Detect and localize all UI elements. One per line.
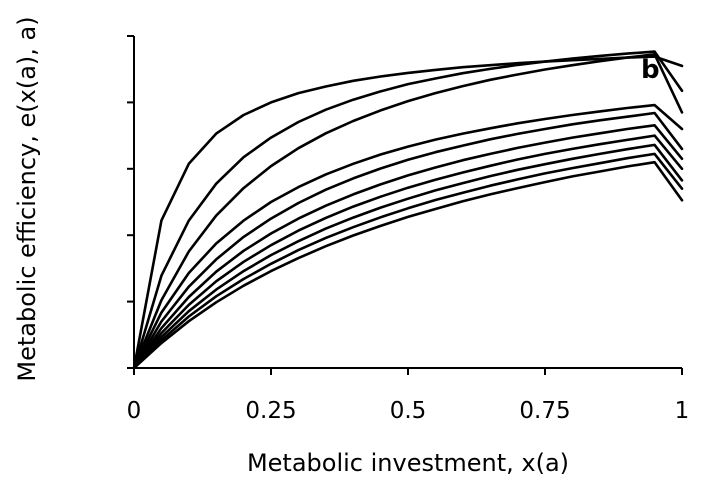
curve-2 bbox=[132, 50, 684, 370]
curve-3 bbox=[132, 53, 684, 370]
x-ticks: 0 0.25 0.5 0.75 1 bbox=[127, 368, 690, 424]
x-tick-label-1: 0.25 bbox=[245, 398, 296, 424]
y-axis-label: Metabolic efficiency, e(x(a), a) bbox=[13, 16, 41, 381]
curve-4 bbox=[132, 103, 684, 370]
curve-5 bbox=[132, 111, 684, 370]
x-tick-label-2: 0.5 bbox=[390, 398, 427, 424]
y-ticks bbox=[127, 35, 134, 369]
curves bbox=[132, 50, 684, 370]
x-axis-label: Metabolic investment, x(a) bbox=[247, 449, 569, 477]
curve-7 bbox=[132, 134, 684, 370]
x-tick-label-4: 1 bbox=[675, 398, 690, 424]
axes bbox=[133, 36, 682, 369]
x-tick-label-0: 0 bbox=[127, 398, 142, 424]
curve-1 bbox=[132, 55, 684, 370]
panel-label-b: b bbox=[641, 55, 660, 85]
curve-9 bbox=[132, 152, 684, 370]
curve-6 bbox=[132, 124, 684, 370]
x-tick-label-3: 0.75 bbox=[519, 398, 570, 424]
curve-10 bbox=[132, 160, 684, 370]
curve-8 bbox=[132, 143, 684, 370]
